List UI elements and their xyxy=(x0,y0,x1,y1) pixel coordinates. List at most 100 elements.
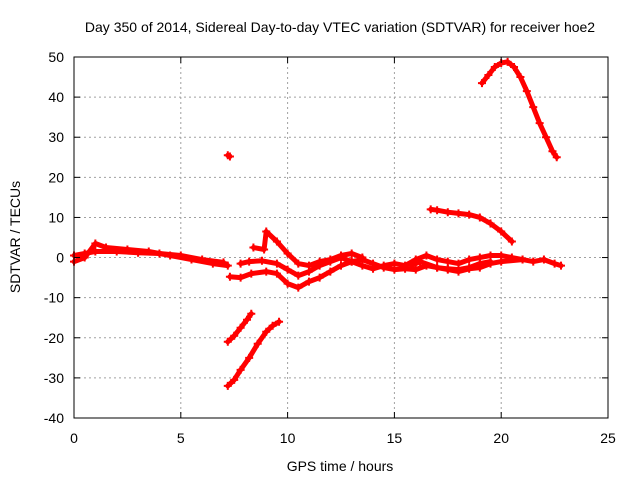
data-point xyxy=(484,71,493,80)
data-point xyxy=(548,147,557,156)
data-point xyxy=(223,381,232,390)
data-point xyxy=(486,251,495,260)
data-point xyxy=(422,251,431,260)
y-tick-label: 40 xyxy=(48,89,64,105)
data-point xyxy=(433,263,442,272)
data-point xyxy=(552,153,561,162)
data-point xyxy=(465,255,474,264)
series-track-line xyxy=(71,241,231,269)
data-point xyxy=(390,259,399,268)
data-point xyxy=(516,73,525,82)
chart-title: Day 350 of 2014, Sidereal Day-to-day VTE… xyxy=(85,19,595,35)
data-point xyxy=(465,210,474,219)
series-drop-track-a xyxy=(223,317,284,390)
data-point xyxy=(236,365,245,374)
x-tick-label: 15 xyxy=(387,430,403,446)
data-point xyxy=(243,315,252,324)
data-point xyxy=(518,255,527,264)
data-point xyxy=(315,273,324,282)
data-point xyxy=(268,321,277,330)
data-point xyxy=(465,264,474,273)
data-point xyxy=(260,245,269,254)
data-point xyxy=(272,237,281,246)
data-point xyxy=(490,63,499,72)
data-point xyxy=(337,251,345,260)
data-point xyxy=(236,273,245,282)
data-point xyxy=(80,253,89,262)
data-point xyxy=(477,79,486,88)
data-point xyxy=(358,253,367,262)
data-point xyxy=(91,247,100,256)
data-point xyxy=(225,272,234,281)
data-point xyxy=(510,63,519,72)
data-point xyxy=(411,265,420,274)
series-peak-arc xyxy=(477,57,561,162)
data-point xyxy=(283,265,292,274)
data-point xyxy=(245,257,254,266)
series-isolated-point xyxy=(223,151,234,161)
data-point xyxy=(454,267,463,276)
data-point xyxy=(91,239,100,248)
data-point xyxy=(507,237,516,246)
data-point xyxy=(247,309,256,318)
data-point xyxy=(550,259,559,268)
x-tick-label: 10 xyxy=(280,430,296,446)
data-point xyxy=(283,249,292,258)
data-point xyxy=(245,353,254,362)
y-tick-label: 30 xyxy=(48,129,64,145)
data-point xyxy=(369,264,378,273)
data-point xyxy=(557,261,566,270)
data-point xyxy=(236,323,245,332)
x-tick-label: 0 xyxy=(70,430,78,446)
data-point xyxy=(249,243,258,252)
data-point xyxy=(225,152,234,161)
x-tick-label: 25 xyxy=(600,430,616,446)
data-point xyxy=(223,261,232,270)
y-tick-label: 10 xyxy=(48,209,64,225)
data-point xyxy=(262,227,271,236)
x-axis-label: GPS time / hours xyxy=(287,458,394,474)
data-point xyxy=(275,317,284,326)
data-point xyxy=(454,209,463,218)
y-tick-label: 0 xyxy=(56,250,64,266)
data-point xyxy=(529,103,538,112)
series-late-track xyxy=(407,255,566,276)
data-point xyxy=(454,259,463,268)
data-point xyxy=(257,256,266,265)
data-point xyxy=(475,263,484,272)
data-point xyxy=(187,255,196,264)
x-tick-label: 5 xyxy=(177,430,185,446)
data-point xyxy=(529,257,538,266)
y-tick-label: -20 xyxy=(44,330,64,346)
data-point xyxy=(539,255,548,264)
grid-lines xyxy=(74,57,608,418)
data-point xyxy=(247,269,256,278)
data-point xyxy=(347,249,356,258)
data-point xyxy=(433,255,442,264)
series-drop-track-b xyxy=(223,309,256,346)
data-point xyxy=(102,243,111,252)
data-point xyxy=(503,57,512,66)
data-point xyxy=(475,213,484,222)
data-point xyxy=(315,257,324,266)
data-point xyxy=(443,257,452,266)
data-point xyxy=(294,283,303,292)
data-point xyxy=(522,87,531,96)
y-axis-label: SDTVAR / TECUs xyxy=(7,181,23,293)
data-point xyxy=(475,253,484,262)
data-point xyxy=(230,331,239,340)
data-point xyxy=(123,245,132,254)
series-late-rise-track xyxy=(426,205,516,246)
data-point xyxy=(535,119,544,128)
data-point xyxy=(486,219,495,228)
data-point xyxy=(230,375,239,384)
data-point xyxy=(272,259,281,268)
data-point xyxy=(358,261,367,270)
data-point xyxy=(304,261,313,270)
data-point xyxy=(379,261,388,270)
data-point xyxy=(326,267,335,276)
y-tick-label: -10 xyxy=(44,290,64,306)
plot-frame xyxy=(73,56,609,419)
data-point xyxy=(486,259,495,268)
